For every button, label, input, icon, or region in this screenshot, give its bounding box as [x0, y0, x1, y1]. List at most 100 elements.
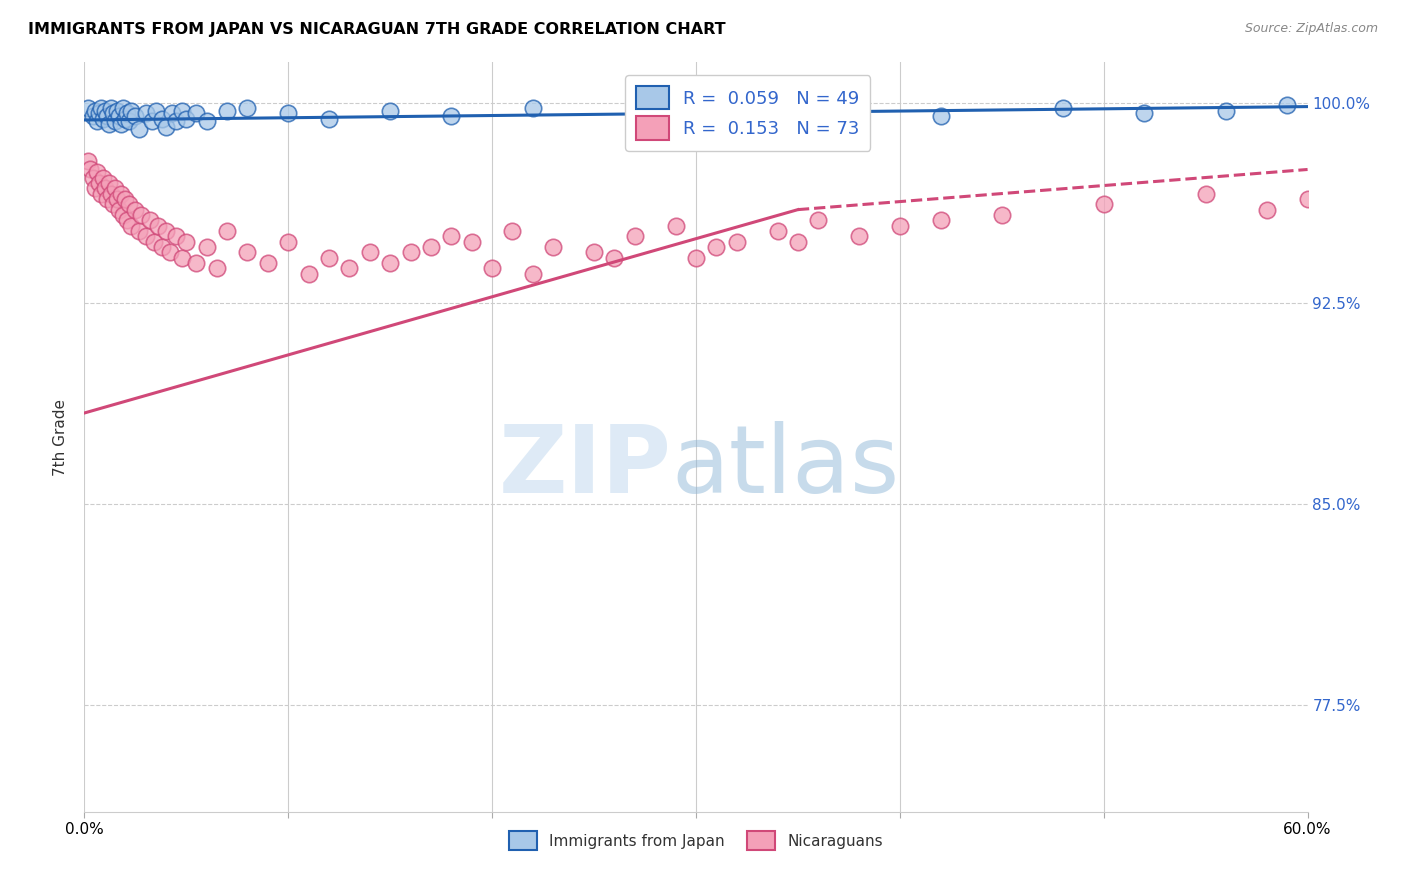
Point — [848, 103, 870, 118]
Point — [1296, 192, 1319, 206]
Point — [603, 251, 626, 265]
Point — [807, 213, 830, 227]
Legend: Immigrants from Japan, Nicaraguans: Immigrants from Japan, Nicaraguans — [503, 825, 889, 856]
Point — [124, 202, 146, 217]
Point — [142, 235, 165, 249]
Point — [725, 235, 748, 249]
Point — [118, 114, 141, 128]
Point — [104, 181, 127, 195]
Point — [101, 197, 124, 211]
Point — [104, 114, 127, 128]
Point — [96, 109, 118, 123]
Point — [298, 267, 321, 281]
Point — [105, 103, 128, 118]
Point — [96, 192, 118, 206]
Text: IMMIGRANTS FROM JAPAN VS NICARAGUAN 7TH GRADE CORRELATION CHART: IMMIGRANTS FROM JAPAN VS NICARAGUAN 7TH … — [28, 22, 725, 37]
Point — [155, 120, 177, 134]
Point — [1092, 197, 1115, 211]
Point — [112, 101, 135, 115]
Point — [174, 112, 197, 126]
Point — [665, 219, 688, 233]
Point — [90, 101, 112, 115]
Point — [165, 229, 187, 244]
Point — [685, 251, 707, 265]
Point — [101, 106, 124, 120]
Point — [90, 186, 112, 201]
Point — [120, 103, 142, 118]
Point — [205, 261, 228, 276]
Point — [87, 106, 110, 120]
Point — [339, 261, 361, 276]
Point — [236, 101, 259, 115]
Point — [624, 229, 647, 244]
Point — [100, 101, 122, 115]
Point — [135, 229, 157, 244]
Point — [461, 235, 484, 249]
Point — [91, 170, 114, 185]
Point — [155, 224, 177, 238]
Point — [522, 267, 544, 281]
Point — [159, 245, 181, 260]
Point — [160, 106, 183, 120]
Point — [97, 117, 120, 131]
Point — [502, 224, 524, 238]
Point — [186, 106, 208, 120]
Point — [77, 154, 100, 169]
Point — [929, 213, 952, 227]
Point — [114, 112, 136, 126]
Point — [83, 103, 105, 118]
Point — [86, 114, 108, 128]
Point — [195, 114, 218, 128]
Point — [706, 240, 728, 254]
Point — [543, 240, 565, 254]
Point — [77, 101, 100, 115]
Point — [1215, 103, 1237, 118]
Point — [766, 224, 789, 238]
Y-axis label: 7th Grade: 7th Grade — [53, 399, 69, 475]
Point — [93, 103, 115, 118]
Point — [195, 240, 218, 254]
Point — [128, 122, 150, 136]
Point — [108, 109, 131, 123]
Text: ZIP: ZIP — [499, 421, 672, 513]
Point — [929, 109, 952, 123]
Point — [440, 229, 463, 244]
Point — [82, 109, 104, 123]
Point — [1256, 202, 1278, 217]
Point — [1277, 98, 1299, 112]
Point — [889, 219, 911, 233]
Point — [108, 202, 131, 217]
Point — [257, 256, 280, 270]
Point — [135, 106, 157, 120]
Point — [380, 256, 402, 270]
Point — [522, 101, 544, 115]
Point — [105, 192, 128, 206]
Point — [146, 219, 169, 233]
Point — [1195, 186, 1218, 201]
Point — [112, 208, 135, 222]
Point — [93, 181, 115, 195]
Text: Source: ZipAtlas.com: Source: ZipAtlas.com — [1244, 22, 1378, 36]
Point — [644, 106, 666, 120]
Point — [83, 181, 105, 195]
Point — [277, 106, 299, 120]
Point — [79, 162, 101, 177]
Point — [150, 112, 173, 126]
Point — [114, 192, 136, 206]
Point — [165, 114, 187, 128]
Point — [583, 245, 606, 260]
Point — [991, 208, 1014, 222]
Point — [318, 112, 340, 126]
Point — [1052, 101, 1074, 115]
Point — [124, 109, 146, 123]
Point — [172, 251, 194, 265]
Point — [91, 112, 114, 126]
Point — [118, 197, 141, 211]
Point — [318, 251, 340, 265]
Point — [110, 186, 132, 201]
Point — [97, 176, 120, 190]
Point — [82, 170, 104, 185]
Point — [128, 224, 150, 238]
Point — [277, 235, 299, 249]
Point — [380, 103, 402, 118]
